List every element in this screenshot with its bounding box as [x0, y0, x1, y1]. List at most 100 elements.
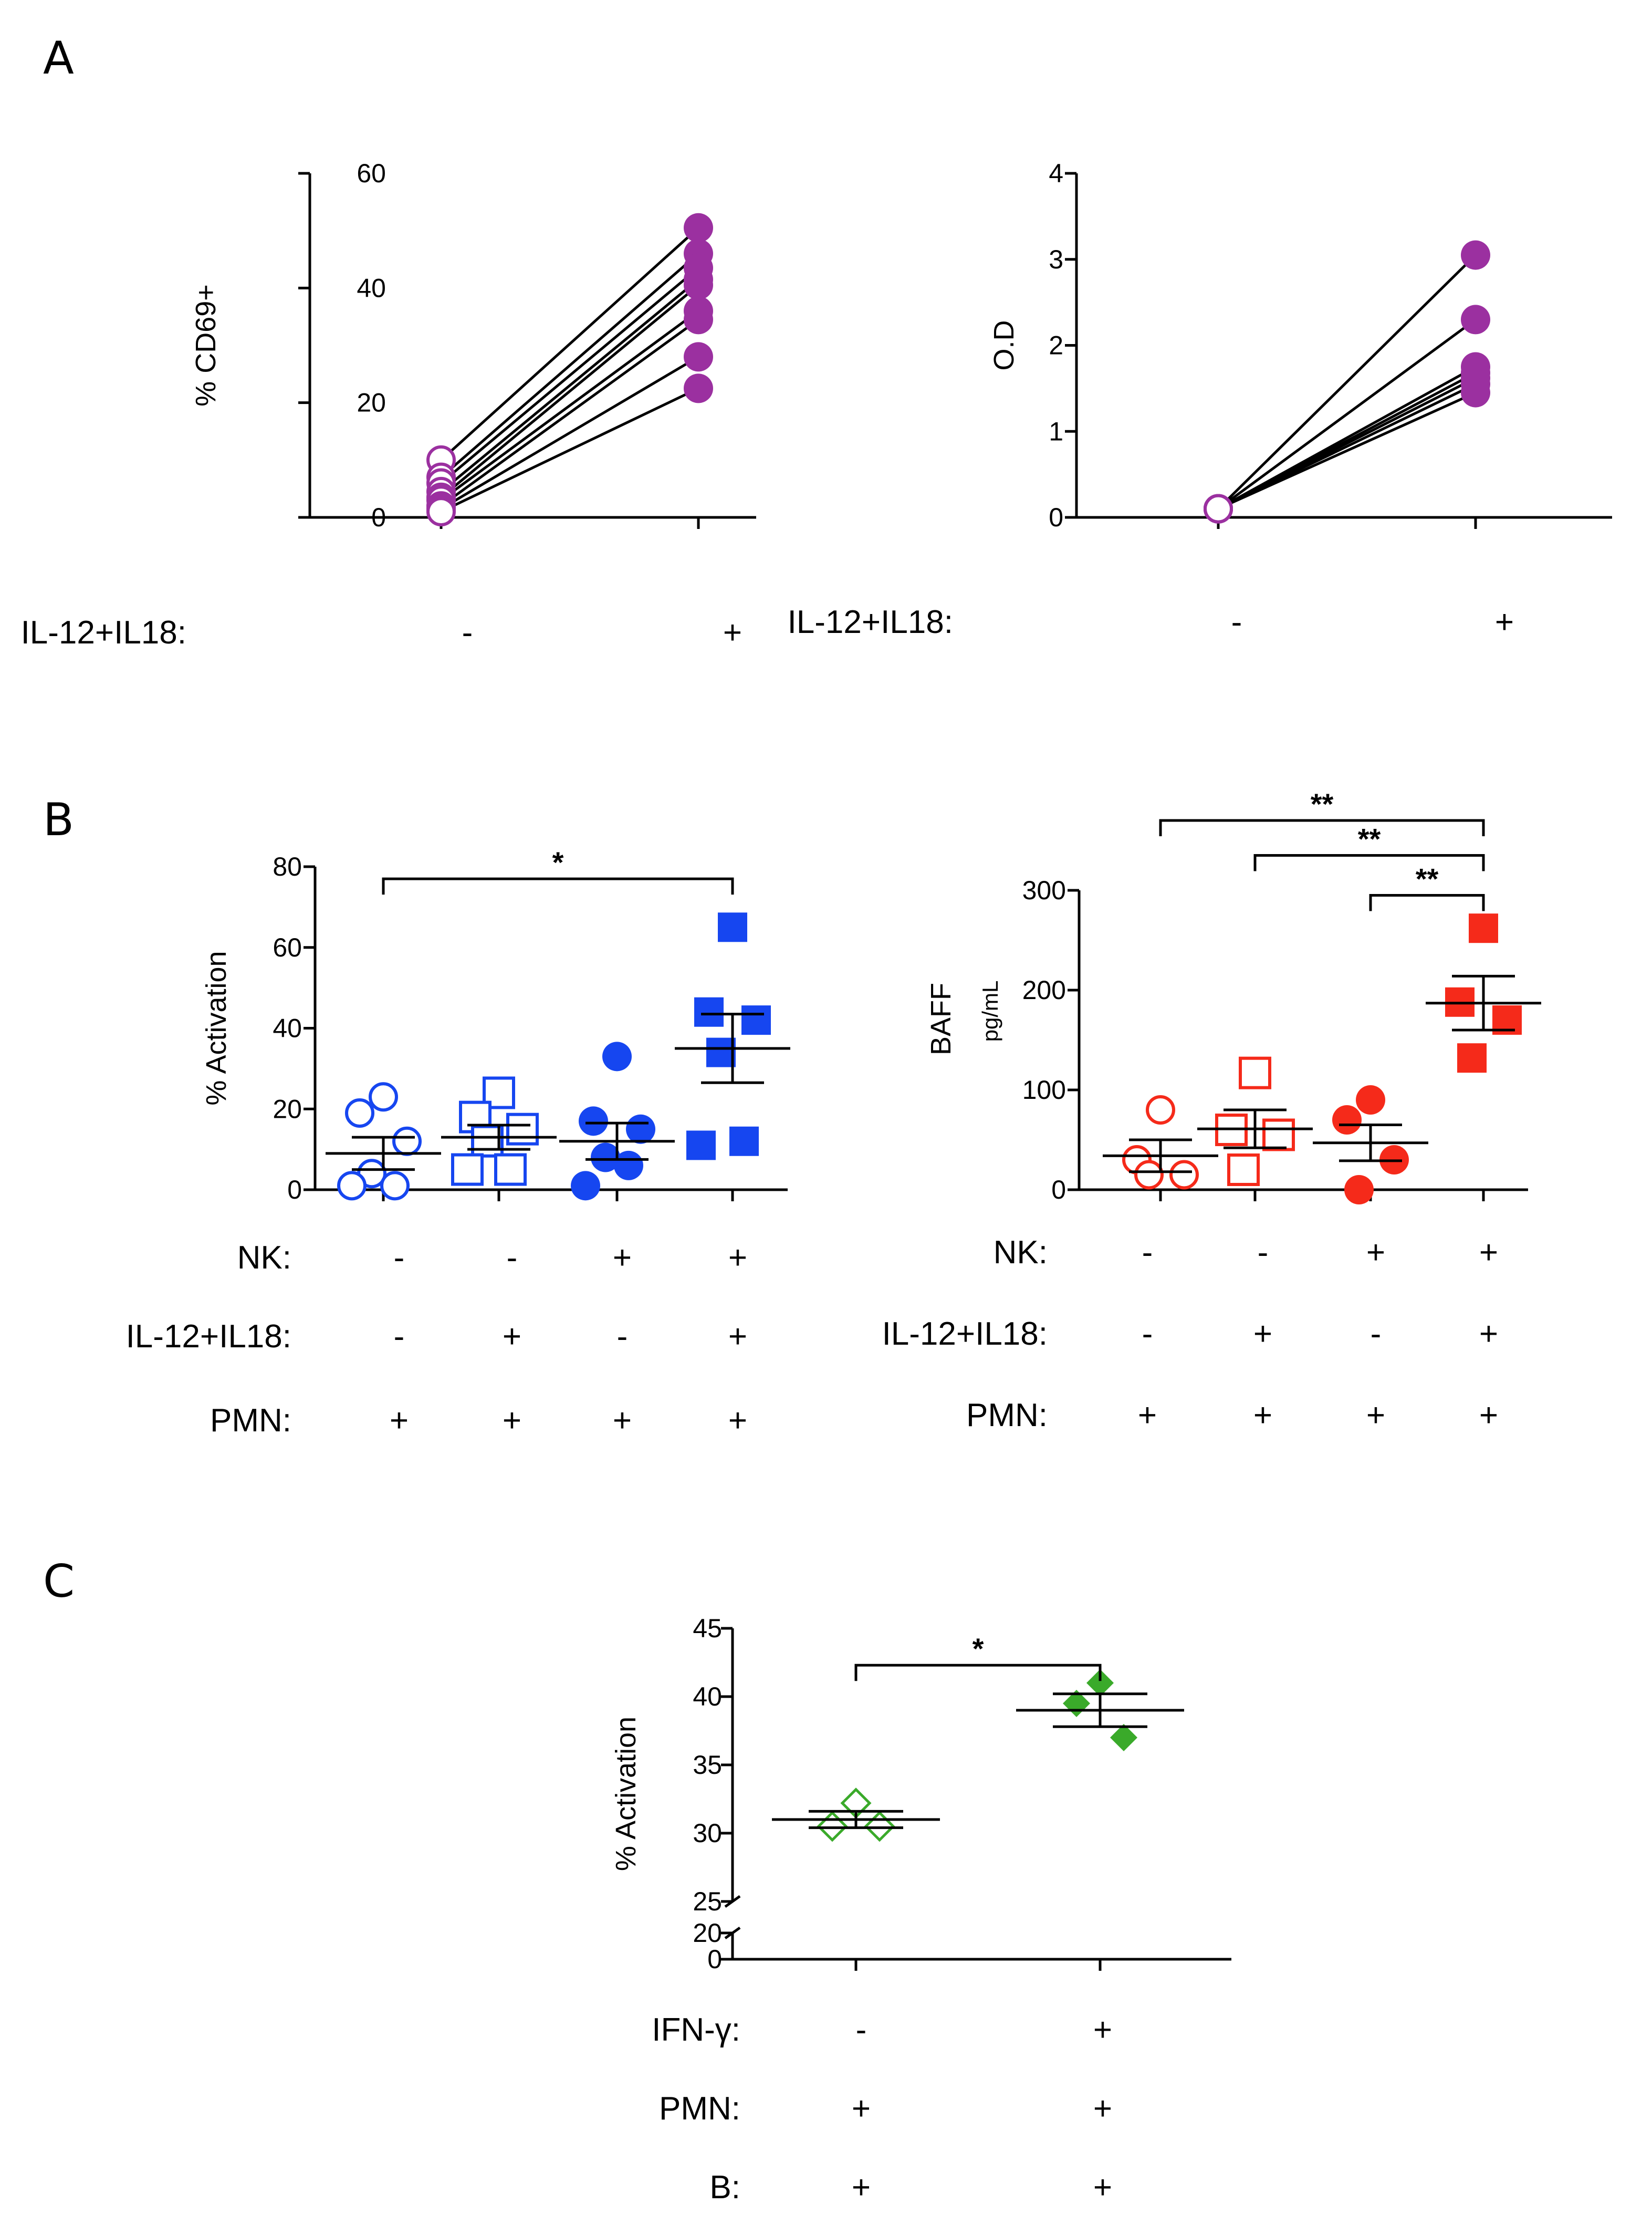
data-point [1086, 1669, 1114, 1697]
data-point [684, 305, 713, 335]
pair-line [440, 284, 699, 498]
data-point [1262, 1118, 1295, 1151]
condition-sign: - [394, 1240, 405, 1276]
data-point [1461, 240, 1490, 270]
data-point [494, 1153, 527, 1186]
y-tick-label: 35 [693, 1750, 722, 1780]
significance-label: ** [1311, 787, 1334, 820]
condition-sign: + [1093, 2091, 1112, 2127]
condition-sign: - [1258, 1234, 1269, 1271]
pair-line [440, 267, 699, 484]
condition-sign: - [394, 1318, 405, 1355]
y-tick-label: 100 [1022, 1075, 1066, 1105]
pair-line [440, 356, 699, 510]
significance-bracket [854, 1664, 1102, 1681]
condition-sign: + [728, 1318, 747, 1355]
data-point [706, 1037, 736, 1067]
y-tick-label: 20 [693, 1918, 722, 1948]
data-point [1169, 1160, 1199, 1190]
data-point [1239, 1056, 1271, 1089]
pair-line [1217, 391, 1477, 510]
pair-line [440, 278, 699, 493]
y-tick-label: 20 [357, 388, 386, 418]
panel-label-c: C [43, 1555, 75, 1608]
y-tick-label: 45 [693, 1614, 722, 1643]
pair-line [440, 252, 699, 479]
y-tick-label: 0 [1051, 1175, 1066, 1204]
y-tick-label: 30 [693, 1818, 722, 1848]
y-tick-label: 0 [1049, 503, 1063, 532]
y-tick-label: 60 [273, 933, 302, 962]
chart-b1: 0 20 40 60 80 % Activation * NK: - - + + IL-12+IL18:… [126, 846, 790, 1439]
chart-a2: 0 1 2 3 4 O.D IL-12+IL18: - + [788, 159, 1612, 640]
data-point [471, 1125, 504, 1158]
condition-sign: + [613, 1402, 632, 1439]
y-tick-label: 60 [357, 159, 386, 188]
y-axis-title: % CD69+ [190, 284, 222, 407]
condition-sign: + [1366, 1397, 1385, 1433]
data-point [426, 497, 456, 527]
data-point [380, 1171, 410, 1201]
pair-line [1217, 318, 1477, 510]
condition-label: PMN: [210, 1402, 291, 1439]
data-point [1110, 1724, 1137, 1751]
condition-sign: - [462, 615, 473, 651]
condition-label: IL-12+IL18: [788, 604, 953, 640]
condition-label: IL-12+IL18: [126, 1318, 291, 1355]
condition-sign: + [503, 1318, 521, 1355]
panel-label-b: B [43, 794, 74, 846]
panel-label-a: A [43, 32, 74, 85]
significance-bracket [1253, 854, 1485, 871]
condition-sign: + [1495, 604, 1514, 640]
condition-sign: + [1138, 1397, 1157, 1433]
condition-sign: + [1093, 2169, 1112, 2206]
y-axis-unit: pg/mL [978, 981, 1002, 1042]
data-point [684, 373, 713, 403]
condition-label: IL-12+IL18: [882, 1316, 1048, 1352]
condition-sign: - [856, 2012, 867, 2048]
data-point [451, 1153, 484, 1186]
condition-sign: + [390, 1402, 409, 1439]
condition-sign: + [728, 1240, 747, 1276]
y-tick-label: 300 [1022, 876, 1066, 905]
significance-label: * [973, 1632, 984, 1665]
pair-line [1217, 254, 1477, 510]
condition-sign: - [1142, 1316, 1153, 1352]
significance-bracket [1159, 819, 1485, 836]
condition-sign: - [507, 1240, 518, 1276]
condition-sign: - [1142, 1234, 1153, 1271]
data-point [626, 1114, 655, 1144]
condition-label: IL-12+IL18: [21, 615, 186, 651]
data-point [684, 342, 713, 372]
pair-line [440, 318, 699, 507]
condition-sign: - [1231, 604, 1242, 640]
y-tick-label: 0 [371, 503, 386, 532]
data-point [718, 912, 747, 942]
data-point [1461, 378, 1490, 408]
data-point [1146, 1095, 1175, 1125]
data-point [571, 1171, 600, 1201]
condition-label: IFN-γ: [652, 2012, 740, 2048]
condition-sign: + [1253, 1316, 1272, 1352]
data-point [1204, 494, 1233, 524]
y-tick-label: 4 [1049, 159, 1063, 188]
data-point [694, 997, 724, 1027]
y-tick-label: 0 [707, 1945, 722, 1974]
condition-sign: + [1479, 1316, 1498, 1352]
data-point [686, 1130, 716, 1160]
condition-sign: + [852, 2091, 871, 2127]
condition-sign: + [503, 1402, 521, 1439]
data-point [1134, 1160, 1164, 1190]
condition-sign: + [1366, 1234, 1385, 1271]
y-tick-label: 2 [1049, 331, 1063, 360]
data-point [506, 1113, 539, 1146]
condition-sign: + [1253, 1397, 1272, 1433]
condition-sign: + [1093, 2012, 1112, 2048]
data-point [864, 1811, 895, 1842]
data-point [591, 1142, 620, 1172]
data-point [345, 1098, 374, 1128]
data-point [1457, 1043, 1487, 1073]
data-point [1356, 1085, 1385, 1115]
